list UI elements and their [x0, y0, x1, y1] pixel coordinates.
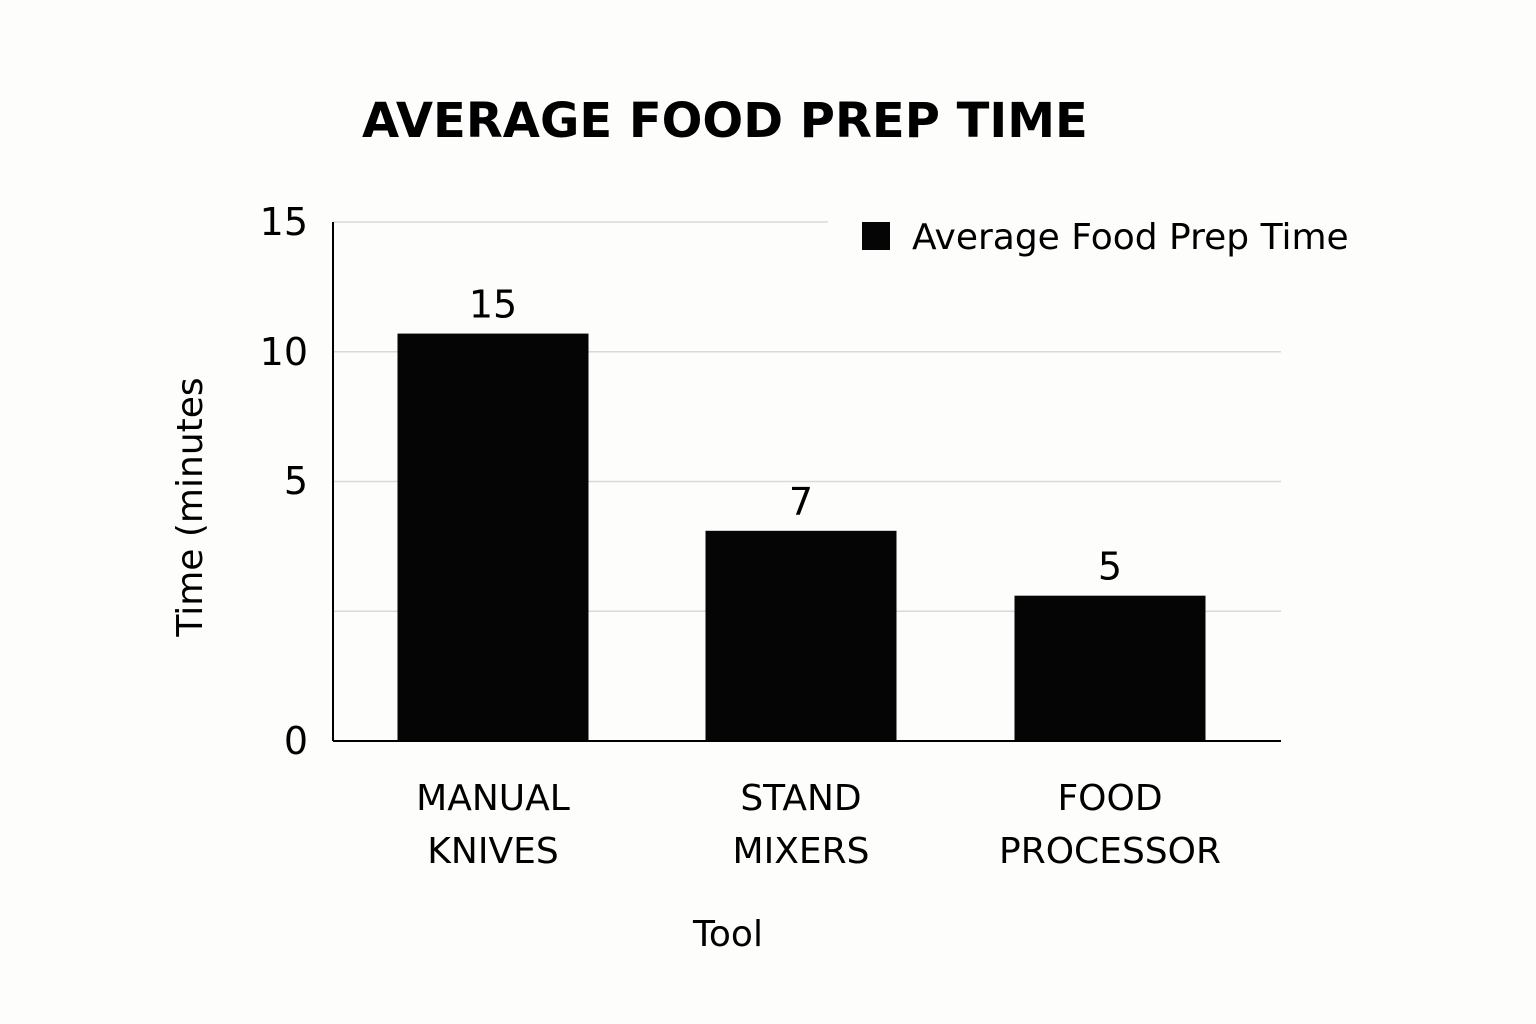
- y-tick-label: 5: [284, 459, 308, 503]
- legend-label: Average Food Prep Time: [912, 217, 1349, 258]
- y-axis-ticks: 15 10 5 0: [260, 200, 308, 763]
- bar: [705, 530, 897, 741]
- chart-title: AVERAGE FOOD PREP TIME: [362, 93, 1088, 149]
- y-tick-label: 15: [260, 200, 308, 244]
- x-category-label: STAND: [740, 778, 861, 819]
- bar-value-label: 7: [789, 480, 813, 524]
- bar: [397, 333, 589, 741]
- x-category-label: KNIVES: [427, 831, 558, 872]
- y-axis-label: Time (minutes: [170, 377, 211, 637]
- x-category-label: PROCESSOR: [999, 831, 1221, 872]
- x-axis-categories: MANUAL KNIVES STAND MIXERS FOOD PROCESSOR: [416, 778, 1221, 872]
- bar-value-label: 5: [1098, 545, 1122, 589]
- legend-swatch: [862, 222, 890, 250]
- y-tick-label: 0: [284, 719, 308, 763]
- bar: [1014, 595, 1206, 741]
- x-category-label: MANUAL: [416, 778, 570, 819]
- legend: Average Food Prep Time: [862, 217, 1349, 258]
- x-axis-label: Tool: [692, 914, 763, 955]
- x-category-label: FOOD: [1057, 778, 1162, 819]
- x-category-label: MIXERS: [733, 831, 870, 872]
- y-tick-label: 10: [260, 330, 308, 374]
- bar-value-label: 15: [469, 283, 517, 327]
